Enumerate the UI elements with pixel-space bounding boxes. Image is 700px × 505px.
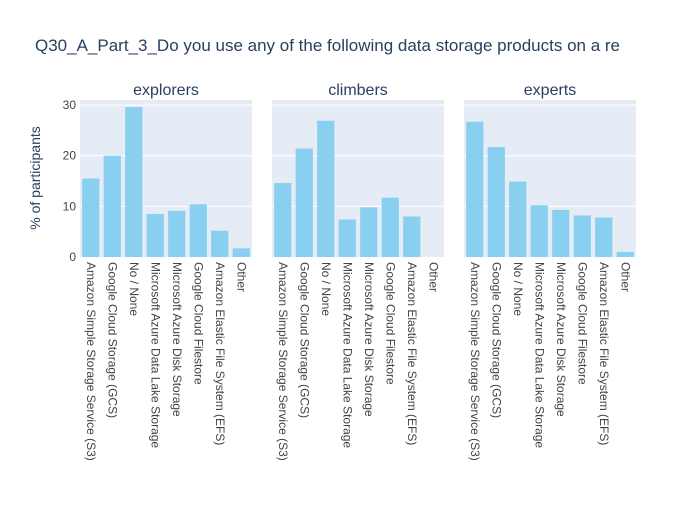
x-tick-label: No / None	[127, 262, 141, 316]
bar	[146, 213, 164, 257]
chart-title: Q30_A_Part_3_Do you use any of the follo…	[35, 36, 620, 55]
bar	[509, 181, 527, 257]
bar	[211, 230, 229, 257]
x-tick-label: Microsoft Azure Disk Storage	[362, 262, 376, 417]
bar	[125, 107, 143, 257]
bar	[381, 197, 399, 257]
subplot-climbers: climbers Amazon Simple Storage Service (S…	[272, 82, 444, 461]
x-tick-label: Other	[426, 262, 440, 292]
x-tick-label: No / None	[319, 262, 333, 316]
x-tick-label: Amazon Elastic File System (EFS)	[213, 262, 227, 445]
x-tick-label: Amazon Elastic File System (EFS)	[597, 262, 611, 445]
bar	[189, 204, 207, 257]
bar	[274, 183, 292, 257]
y-tick-label: 20	[63, 149, 77, 163]
x-tick-label: Microsoft Azure Data Lake Storage	[148, 262, 162, 448]
bar	[487, 147, 505, 257]
bar	[616, 251, 634, 257]
x-tick-label: No / None	[511, 262, 525, 316]
x-tick-label: Amazon Simple Storage Service (S3)	[84, 262, 98, 461]
y-tick-label: 10	[63, 199, 77, 213]
subplot-title: experts	[524, 82, 576, 99]
bar	[573, 215, 591, 257]
y-tick-label: 0	[69, 250, 76, 264]
subplot-title: explorers	[133, 82, 199, 99]
bar	[232, 248, 250, 257]
x-tick-label: Google Cloud Filestore	[383, 262, 397, 385]
x-tick-label: Other	[618, 262, 632, 292]
x-tick-label: Google Cloud Storage (GCS)	[297, 262, 311, 418]
x-tick-label: Google Cloud Storage (GCS)	[105, 262, 119, 418]
x-tick-label: Google Cloud Storage (GCS)	[489, 262, 503, 418]
bar	[103, 155, 121, 257]
x-tick-label: Google Cloud Filestore	[191, 262, 205, 385]
x-tick-label: Microsoft Azure Data Lake Storage	[340, 262, 354, 448]
subplot-experts: experts Amazon Simple Storage Service (S3…	[464, 82, 636, 461]
bar	[82, 178, 100, 257]
x-tick-label: Microsoft Azure Disk Storage	[554, 262, 568, 417]
x-tick-label: Amazon Simple Storage Service (S3)	[276, 262, 290, 461]
subplot-title: climbers	[328, 82, 388, 99]
bar	[338, 219, 356, 257]
y-tick-label: 30	[63, 98, 77, 112]
subplot-panels: explorers 0 10 20 30 Amazon Simple Storage Se…	[63, 82, 636, 461]
bar	[530, 205, 548, 257]
x-tick-label: Microsoft Azure Data Lake Storage	[532, 262, 546, 448]
bar	[552, 209, 570, 257]
y-axis-label: % of participants	[27, 126, 43, 230]
x-tick-label: Google Cloud Filestore	[575, 262, 589, 385]
x-tick-label: Other	[234, 262, 248, 292]
x-tick-label: Amazon Elastic File System (EFS)	[405, 262, 419, 445]
x-tick-label: Microsoft Azure Disk Storage	[170, 262, 184, 417]
bar	[295, 148, 313, 257]
x-tick-label: Amazon Simple Storage Service (S3)	[468, 262, 482, 461]
bar	[595, 217, 613, 257]
bar	[403, 216, 421, 257]
bar	[360, 207, 378, 257]
bar	[466, 121, 484, 257]
bar	[168, 210, 186, 257]
bar	[317, 120, 335, 257]
subplot-explorers: explorers 0 10 20 30 Amazon Simple Storage Se…	[63, 82, 252, 461]
